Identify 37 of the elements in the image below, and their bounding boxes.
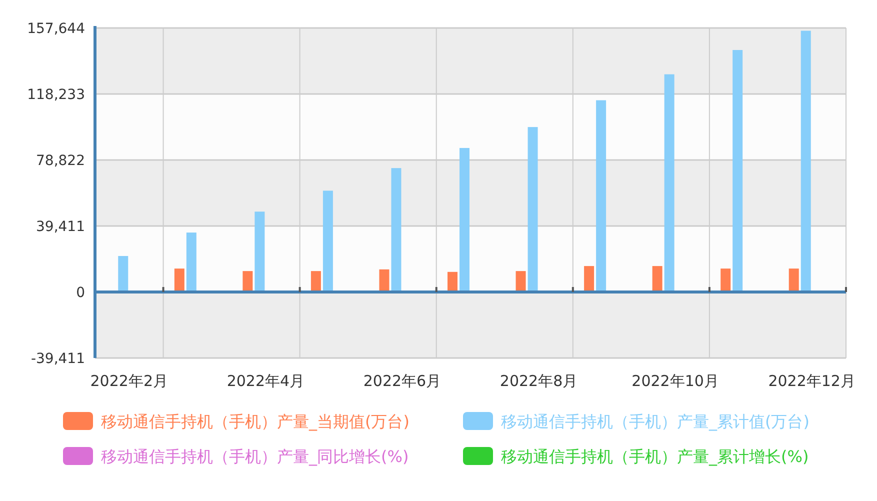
bar (664, 74, 674, 292)
bar (460, 148, 470, 292)
bar (186, 232, 196, 292)
x-tick-label: 2022年4月 (226, 372, 305, 390)
y-tick-label: 39,411 (36, 219, 85, 235)
bar (448, 272, 458, 292)
x-tick-label: 2022年12月 (768, 372, 856, 390)
y-tick-label: 118,233 (27, 87, 85, 103)
legend-label: 移动通信手持机（手机）产量_同比增长(%) (101, 447, 409, 466)
legend-label: 移动通信手持机（手机）产量_累计值(万台) (501, 412, 810, 431)
bar (391, 168, 402, 292)
y-tick-label: -39,411 (30, 351, 85, 367)
x-tick-label: 2022年2月 (90, 372, 168, 390)
bar (732, 50, 743, 292)
bar (322, 190, 333, 292)
x-tick-label: 2022年8月 (500, 372, 578, 390)
bar (528, 127, 538, 292)
bar (800, 30, 811, 292)
y-tick-label: 157,644 (27, 21, 86, 37)
y-tick-label: 78,822 (36, 153, 85, 169)
y-tick-label: 0 (76, 285, 85, 301)
x-tick-label: 2022年10月 (632, 372, 719, 390)
bar (516, 271, 526, 292)
bar (174, 268, 184, 292)
legend-label: 移动通信手持机（手机）产量_当期值(万台) (101, 412, 410, 431)
bar (788, 268, 799, 292)
bar (242, 271, 253, 292)
legend-label: 移动通信手持机（手机）产量_累计增长(%) (501, 447, 809, 466)
bar (118, 256, 128, 292)
bar (254, 212, 265, 292)
bar (310, 271, 321, 292)
bar (379, 269, 390, 292)
x-tick-label: 2022年6月 (363, 372, 442, 390)
bar (584, 266, 594, 292)
bar (652, 266, 662, 292)
bar (720, 268, 731, 292)
bar (596, 100, 606, 292)
